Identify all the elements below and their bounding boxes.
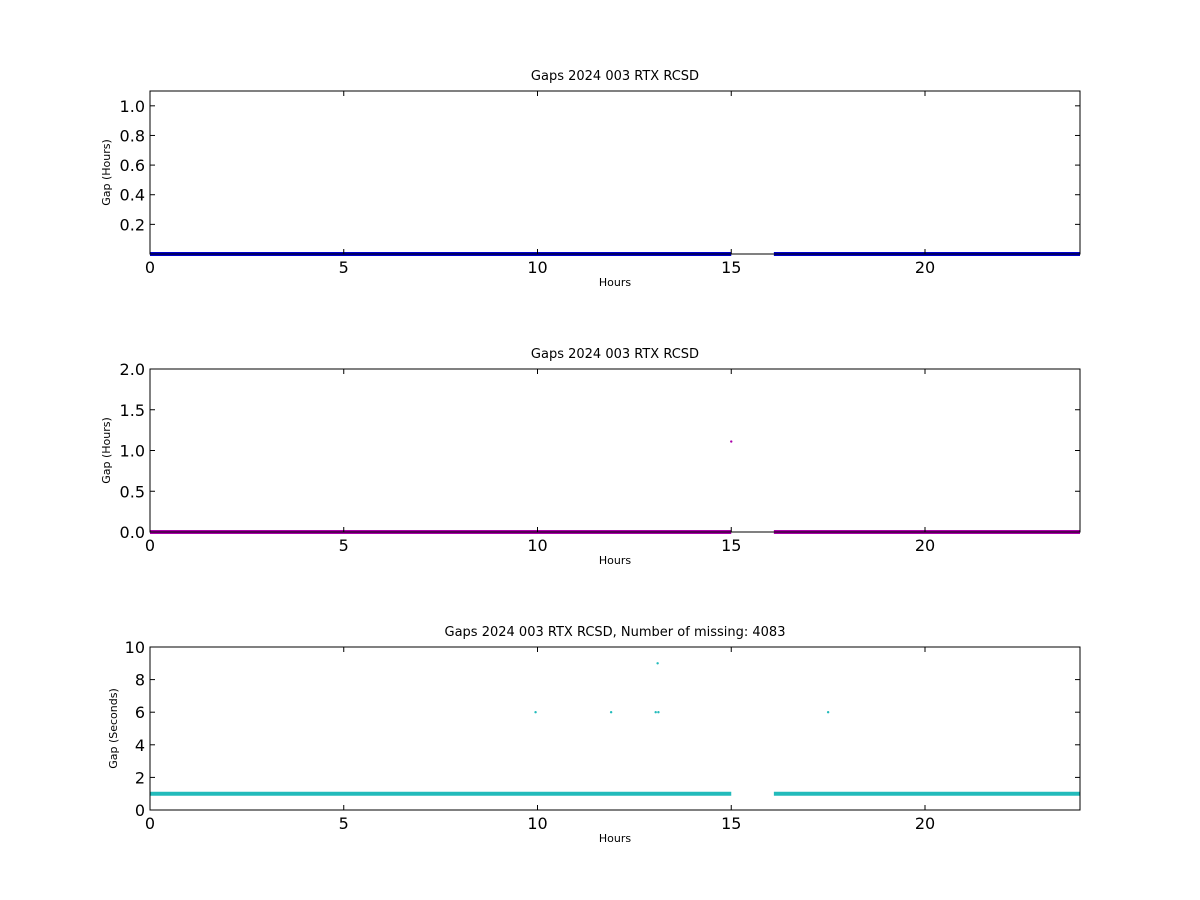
chart-title: Gaps 2024 003 RTX RCSD — [531, 69, 699, 84]
data-point — [730, 440, 733, 443]
x-tick-label: 0 — [145, 258, 155, 277]
x-tick-label: 0 — [145, 814, 155, 833]
y-tick-label: 0.5 — [120, 482, 145, 501]
y-axis-label: Gap (Seconds) — [107, 688, 120, 769]
x-tick-label: 10 — [527, 258, 547, 277]
data-point — [534, 711, 537, 714]
x-axis-label: Hours — [599, 832, 631, 845]
y-tick-label: 4 — [135, 736, 145, 755]
y-tick-label: 0 — [135, 801, 145, 820]
y-tick-label: 10 — [125, 638, 145, 657]
chart-title: Gaps 2024 003 RTX RCSD — [531, 347, 699, 362]
y-tick-label: 8 — [135, 671, 145, 690]
x-tick-label: 15 — [721, 536, 741, 555]
y-tick-label: 1.5 — [120, 401, 145, 420]
x-tick-label: 5 — [339, 536, 349, 555]
plot-frame — [149, 368, 1081, 533]
data-point — [654, 711, 657, 714]
data-point — [657, 711, 660, 714]
y-tick-label: 1.0 — [120, 97, 145, 116]
y-tick-label: 0.2 — [120, 215, 145, 234]
x-tick-label: 20 — [915, 258, 935, 277]
y-tick-label: 0.8 — [120, 126, 145, 145]
data-point — [656, 662, 659, 665]
y-axis-label: Gap (Hours) — [100, 139, 113, 206]
x-tick-label: 5 — [339, 258, 349, 277]
data-point — [609, 711, 613, 714]
x-tick-label: 10 — [527, 536, 547, 555]
y-tick-label: 1.0 — [120, 442, 145, 461]
plot-frame — [149, 90, 1081, 255]
x-tick-label: 0 — [145, 536, 155, 555]
y-tick-label: 0.0 — [120, 523, 145, 542]
plot-frame — [149, 646, 1081, 811]
y-tick-label: 0.4 — [120, 186, 145, 205]
chart-title: Gaps 2024 003 RTX RCSD, Number of missin… — [445, 625, 786, 640]
x-tick-label: 10 — [527, 814, 547, 833]
x-tick-label: 20 — [915, 536, 935, 555]
x-axis-label: Hours — [599, 276, 631, 289]
data-point — [826, 711, 830, 714]
x-tick-label: 5 — [339, 814, 349, 833]
x-tick-label: 15 — [721, 814, 741, 833]
y-tick-label: 0.6 — [120, 156, 145, 175]
y-tick-label: 2.0 — [120, 360, 145, 379]
x-axis-label: Hours — [599, 554, 631, 567]
y-tick-label: 6 — [135, 703, 145, 722]
y-axis-label: Gap (Hours) — [100, 417, 113, 484]
x-tick-label: 20 — [915, 814, 935, 833]
y-tick-label: 2 — [135, 768, 145, 787]
x-tick-label: 15 — [721, 258, 741, 277]
